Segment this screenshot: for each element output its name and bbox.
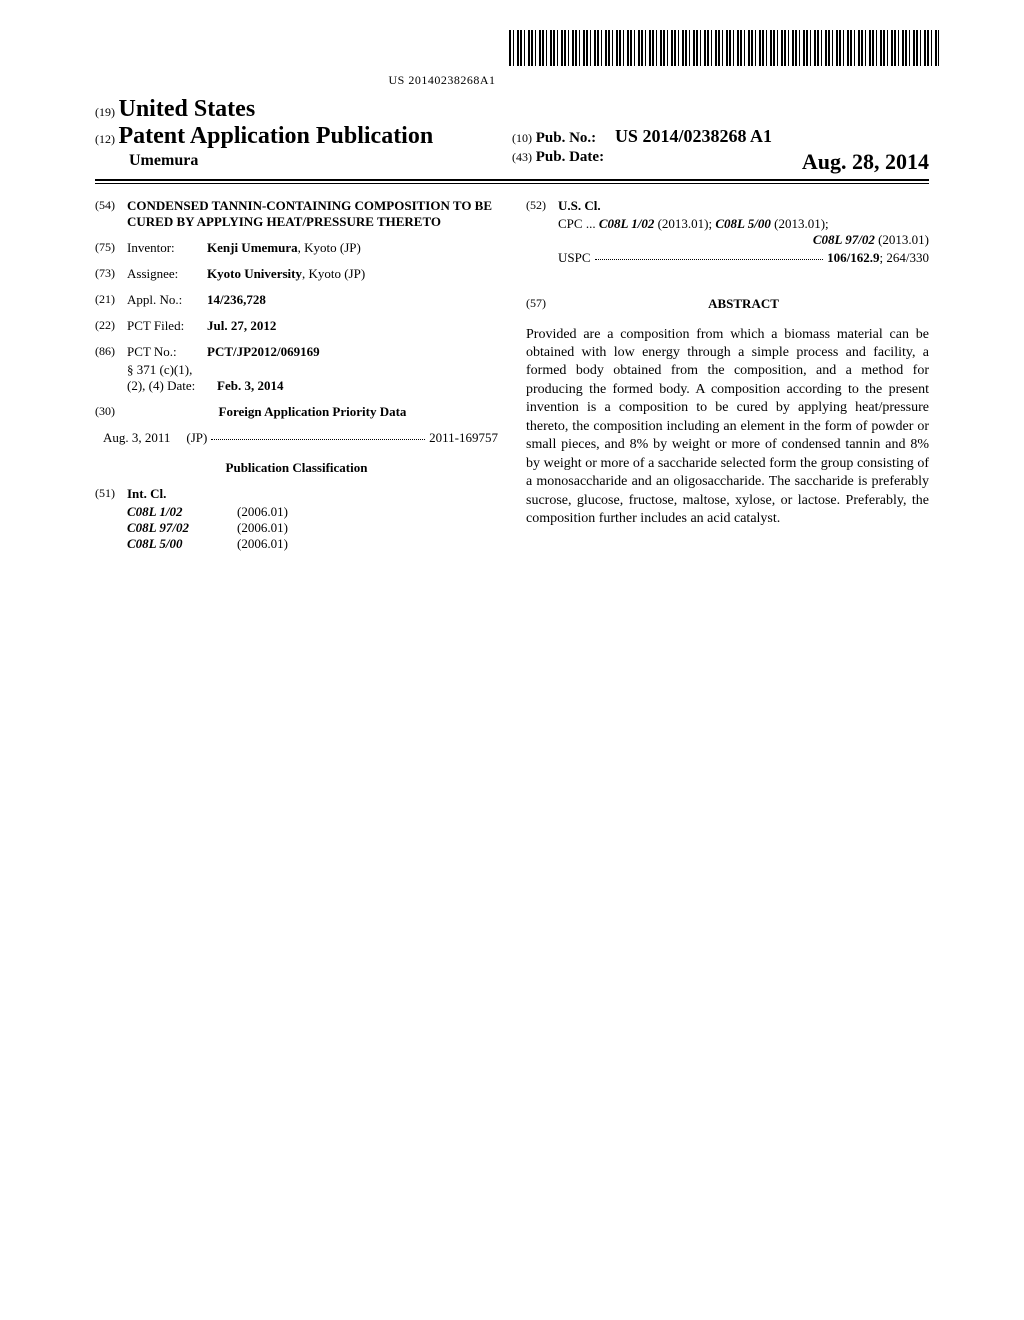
s371-date: Feb. 3, 2014 [217, 378, 498, 394]
inid-19: (19) [95, 105, 115, 119]
uscl-label: U.S. Cl. [558, 198, 929, 214]
intcl-code: C08L 97/02 [127, 520, 237, 536]
divider-thin [95, 183, 929, 184]
inid-43: (43) [512, 150, 532, 164]
intcl-code: C08L 1/02 [127, 504, 237, 520]
cpc-code: C08L 97/02 [813, 232, 875, 247]
pub-no-value: US 2014/0238268 A1 [615, 126, 772, 146]
priority-date: Aug. 3, 2011 [103, 430, 170, 446]
invention-title: CONDENSED TANNIN-CONTAINING COMPOSITION … [127, 198, 498, 230]
inventor-name: Kenji Umemura [207, 240, 298, 255]
cpc-code: C08L 5/00 [715, 216, 771, 231]
inid-52: (52) [526, 198, 558, 214]
barcode [509, 30, 939, 66]
pub-date-value: Aug. 28, 2014 [802, 149, 929, 175]
assignee-name: Kyoto University [207, 266, 302, 281]
priority-no: 2011-169757 [429, 430, 498, 446]
assignee-row: (73) Assignee: Kyoto University, Kyoto (… [95, 266, 498, 282]
uscl-row: (52) U.S. Cl. [526, 198, 929, 214]
appl-row: (21) Appl. No.: 14/236,728 [95, 292, 498, 308]
abstract-label: ABSTRACT [558, 296, 929, 312]
cpc-label: CPC [558, 216, 583, 231]
inid-21: (21) [95, 292, 127, 308]
publication-type: Patent Application Publication [119, 123, 434, 149]
inventor-label: Inventor: [127, 240, 207, 256]
header: (19) United States (12) Patent Applicati… [95, 96, 929, 175]
priority-country: (JP) [186, 430, 207, 446]
divider-thick [95, 179, 929, 181]
header-left: (19) United States (12) Patent Applicati… [95, 96, 512, 170]
left-column: (54) CONDENSED TANNIN-CONTAINING COMPOSI… [95, 198, 498, 552]
intcl-label: Int. Cl. [127, 486, 498, 502]
abstract-heading-row: (57) ABSTRACT [526, 296, 929, 312]
uspc-label: USPC [558, 250, 591, 266]
inid-57: (57) [526, 296, 558, 312]
inid-22: (22) [95, 318, 127, 334]
appl-no: 14/236,728 [207, 292, 498, 308]
inid-86: (86) [95, 344, 127, 360]
pctfiled-row: (22) PCT Filed: Jul. 27, 2012 [95, 318, 498, 334]
foreign-priority-title: Foreign Application Priority Data [127, 404, 498, 420]
intcl-code: C08L 5/00 [127, 536, 237, 552]
intcl-list: C08L 1/02 (2006.01) C08L 97/02 (2006.01)… [127, 504, 498, 552]
appl-label: Appl. No.: [127, 292, 207, 308]
foreign-priority-heading: (30) Foreign Application Priority Data [95, 404, 498, 420]
assignee-label: Assignee: [127, 266, 207, 282]
intcl-item: C08L 5/00 (2006.01) [127, 536, 498, 552]
s371-row2: (2), (4) Date: Feb. 3, 2014 [95, 378, 498, 394]
header-right: (10) Pub. No.: US 2014/0238268 A1 (43) P… [512, 96, 929, 175]
cpc-line-2: C08L 97/02 (2013.01) [526, 232, 929, 248]
intcl-item: C08L 1/02 (2006.01) [127, 504, 498, 520]
intcl-row: (51) Int. Cl. [95, 486, 498, 502]
cpc-ed: (2013.01) [875, 232, 929, 247]
pctno-label: PCT No.: [127, 344, 207, 360]
abstract-text: Provided are a composition from which a … [526, 326, 929, 529]
uspc-main: 106/162.9 [827, 250, 879, 266]
pctfiled-label: PCT Filed: [127, 318, 207, 334]
intcl-edition: (2006.01) [237, 520, 288, 536]
country: United States [119, 96, 256, 122]
uspc-row: USPC 106/162.9; 264/330 [558, 250, 929, 266]
inid-73: (73) [95, 266, 127, 282]
pub-no-label: Pub. No.: [536, 130, 596, 146]
inid-10: (10) [512, 131, 532, 145]
right-column: (52) U.S. Cl. CPC ... C08L 1/02 (2013.01… [526, 198, 929, 552]
pctno: PCT/JP2012/069169 [207, 344, 498, 360]
barcode-text: US 20140238268A1 [95, 73, 789, 88]
inventor-row: (75) Inventor: Kenji Umemura, Kyoto (JP) [95, 240, 498, 256]
intcl-edition: (2006.01) [237, 504, 288, 520]
priority-row: Aug. 3, 2011 (JP) 2011-169757 [103, 430, 498, 446]
inid-30: (30) [95, 404, 127, 420]
dot-leader [211, 430, 425, 440]
s371-label1: § 371 (c)(1), [127, 362, 498, 378]
inid-54: (54) [95, 198, 127, 230]
inid-12: (12) [95, 132, 115, 146]
dot-leader [595, 250, 824, 260]
pctfiled-date: Jul. 27, 2012 [207, 318, 498, 334]
pub-date-label: Pub. Date: [536, 149, 604, 165]
inid-51: (51) [95, 486, 127, 502]
author-name: Umemura [129, 152, 512, 170]
title-row: (54) CONDENSED TANNIN-CONTAINING COMPOSI… [95, 198, 498, 230]
intcl-edition: (2006.01) [237, 536, 288, 552]
pctno-row: (86) PCT No.: PCT/JP2012/069169 [95, 344, 498, 360]
pubclass-heading: Publication Classification [95, 460, 498, 476]
s371-row1: § 371 (c)(1), [95, 362, 498, 378]
assignee-loc: , Kyoto (JP) [302, 266, 365, 281]
inid-75: (75) [95, 240, 127, 256]
cpc-ed: (2013.01); [771, 216, 829, 231]
cpc-code: C08L 1/02 [599, 216, 655, 231]
body-columns: (54) CONDENSED TANNIN-CONTAINING COMPOSI… [95, 198, 929, 552]
inventor-loc: , Kyoto (JP) [298, 240, 361, 255]
cpc-line-1: CPC ... C08L 1/02 (2013.01); C08L 5/00 (… [558, 216, 929, 232]
cpc-ed: (2013.01); [654, 216, 715, 231]
s371-label2: (2), (4) Date: [127, 378, 217, 394]
intcl-item: C08L 97/02 (2006.01) [127, 520, 498, 536]
barcode-area: US 20140238268A1 [95, 30, 939, 88]
uspc-extra: ; 264/330 [880, 250, 929, 266]
